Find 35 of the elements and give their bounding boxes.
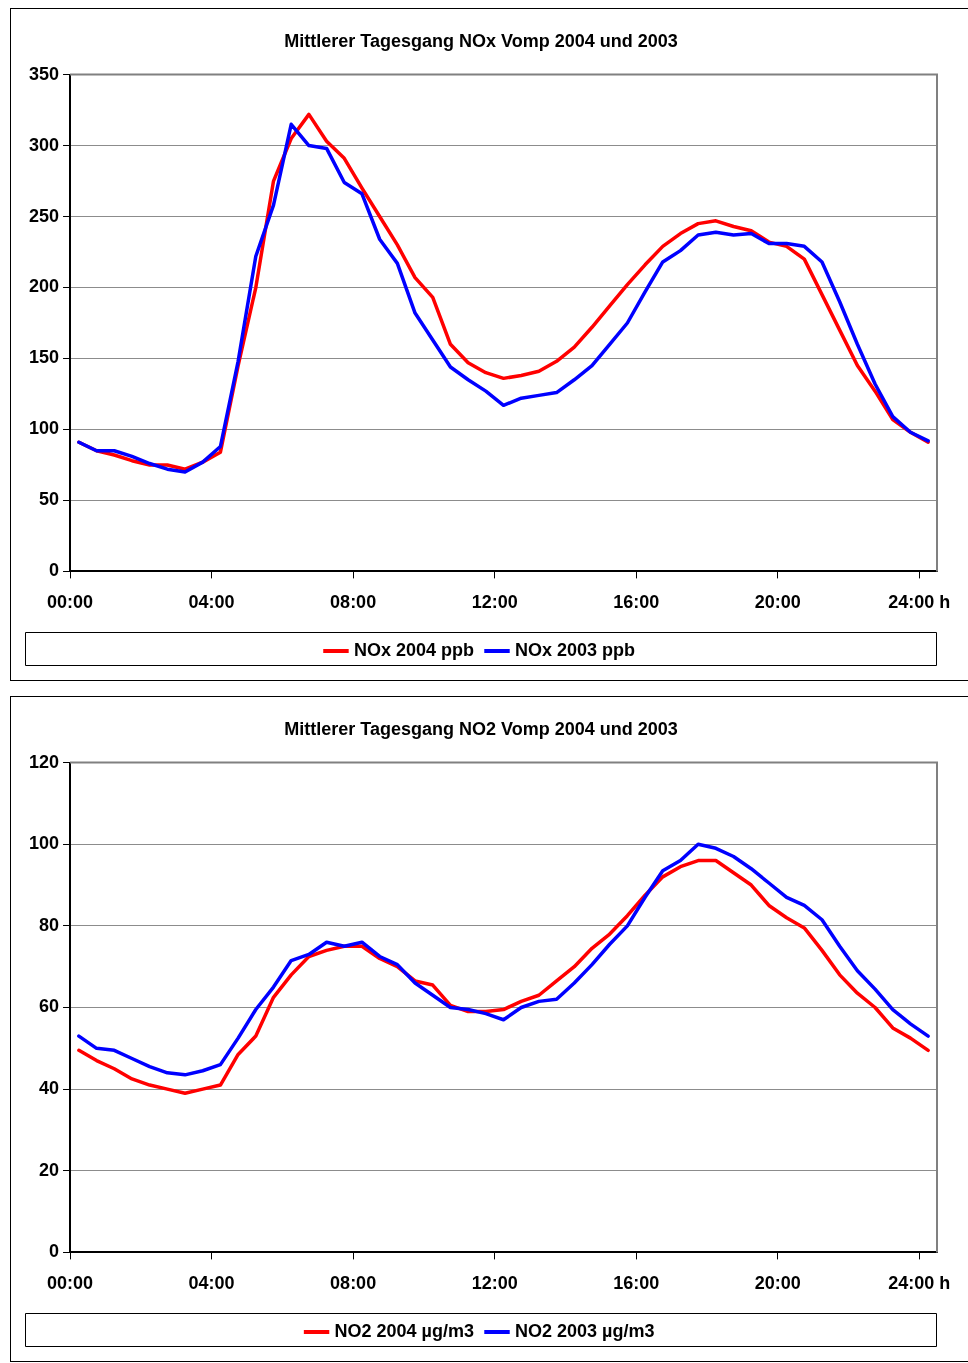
x-tick-label: 20:00 (754, 1273, 801, 1294)
y-tick-label: 150 (28, 347, 60, 368)
legend-label: NO2 2003 µg/m3 (515, 1320, 655, 1341)
y-tick-label: 0 (49, 560, 60, 581)
legend-label: NO2 2004 µg/m3 (334, 1320, 475, 1341)
x-tick-label: 20:00 (754, 592, 801, 613)
y-tick-label: 80 (39, 914, 60, 935)
legend-label: NOx 2003 ppb (515, 639, 636, 660)
y-tick-label: 300 (28, 134, 60, 155)
chart-title: Mittlerer Tagesgang NOx Vomp 2004 und 2003 (284, 30, 678, 51)
y-tick-label: 250 (28, 205, 60, 226)
x-tick-label: 08:00 (330, 1273, 377, 1294)
y-tick-label: 100 (28, 833, 60, 854)
x-tick-label: 00:00 (47, 1273, 94, 1294)
x-tick-label: 24:00 h (888, 592, 951, 613)
x-tick-label: 12:00 (471, 1273, 518, 1294)
x-tick-label: 16:00 (613, 1273, 660, 1294)
y-tick-label: 60 (39, 996, 60, 1017)
x-tick-label: 04:00 (188, 1273, 235, 1294)
x-tick-label: 08:00 (330, 592, 377, 613)
x-tick-label: 00:00 (47, 592, 94, 613)
y-tick-label: 200 (28, 276, 60, 297)
y-tick-label: 0 (49, 1241, 60, 1262)
y-tick-label: 350 (28, 63, 60, 84)
x-tick-label: 16:00 (613, 592, 660, 613)
y-tick-label: 100 (28, 418, 60, 439)
x-tick-label: 24:00 h (888, 1273, 951, 1294)
y-tick-label: 20 (39, 1159, 60, 1180)
x-tick-label: 12:00 (471, 592, 518, 613)
chart-title: Mittlerer Tagesgang NO2 Vomp 2004 und 2003 (284, 718, 678, 739)
y-tick-label: 50 (39, 489, 60, 510)
y-tick-label: 40 (39, 1078, 60, 1099)
y-tick-label: 120 (28, 751, 60, 772)
x-tick-label: 04:00 (188, 592, 235, 613)
legend-label: NOx 2004 ppb (353, 639, 475, 660)
